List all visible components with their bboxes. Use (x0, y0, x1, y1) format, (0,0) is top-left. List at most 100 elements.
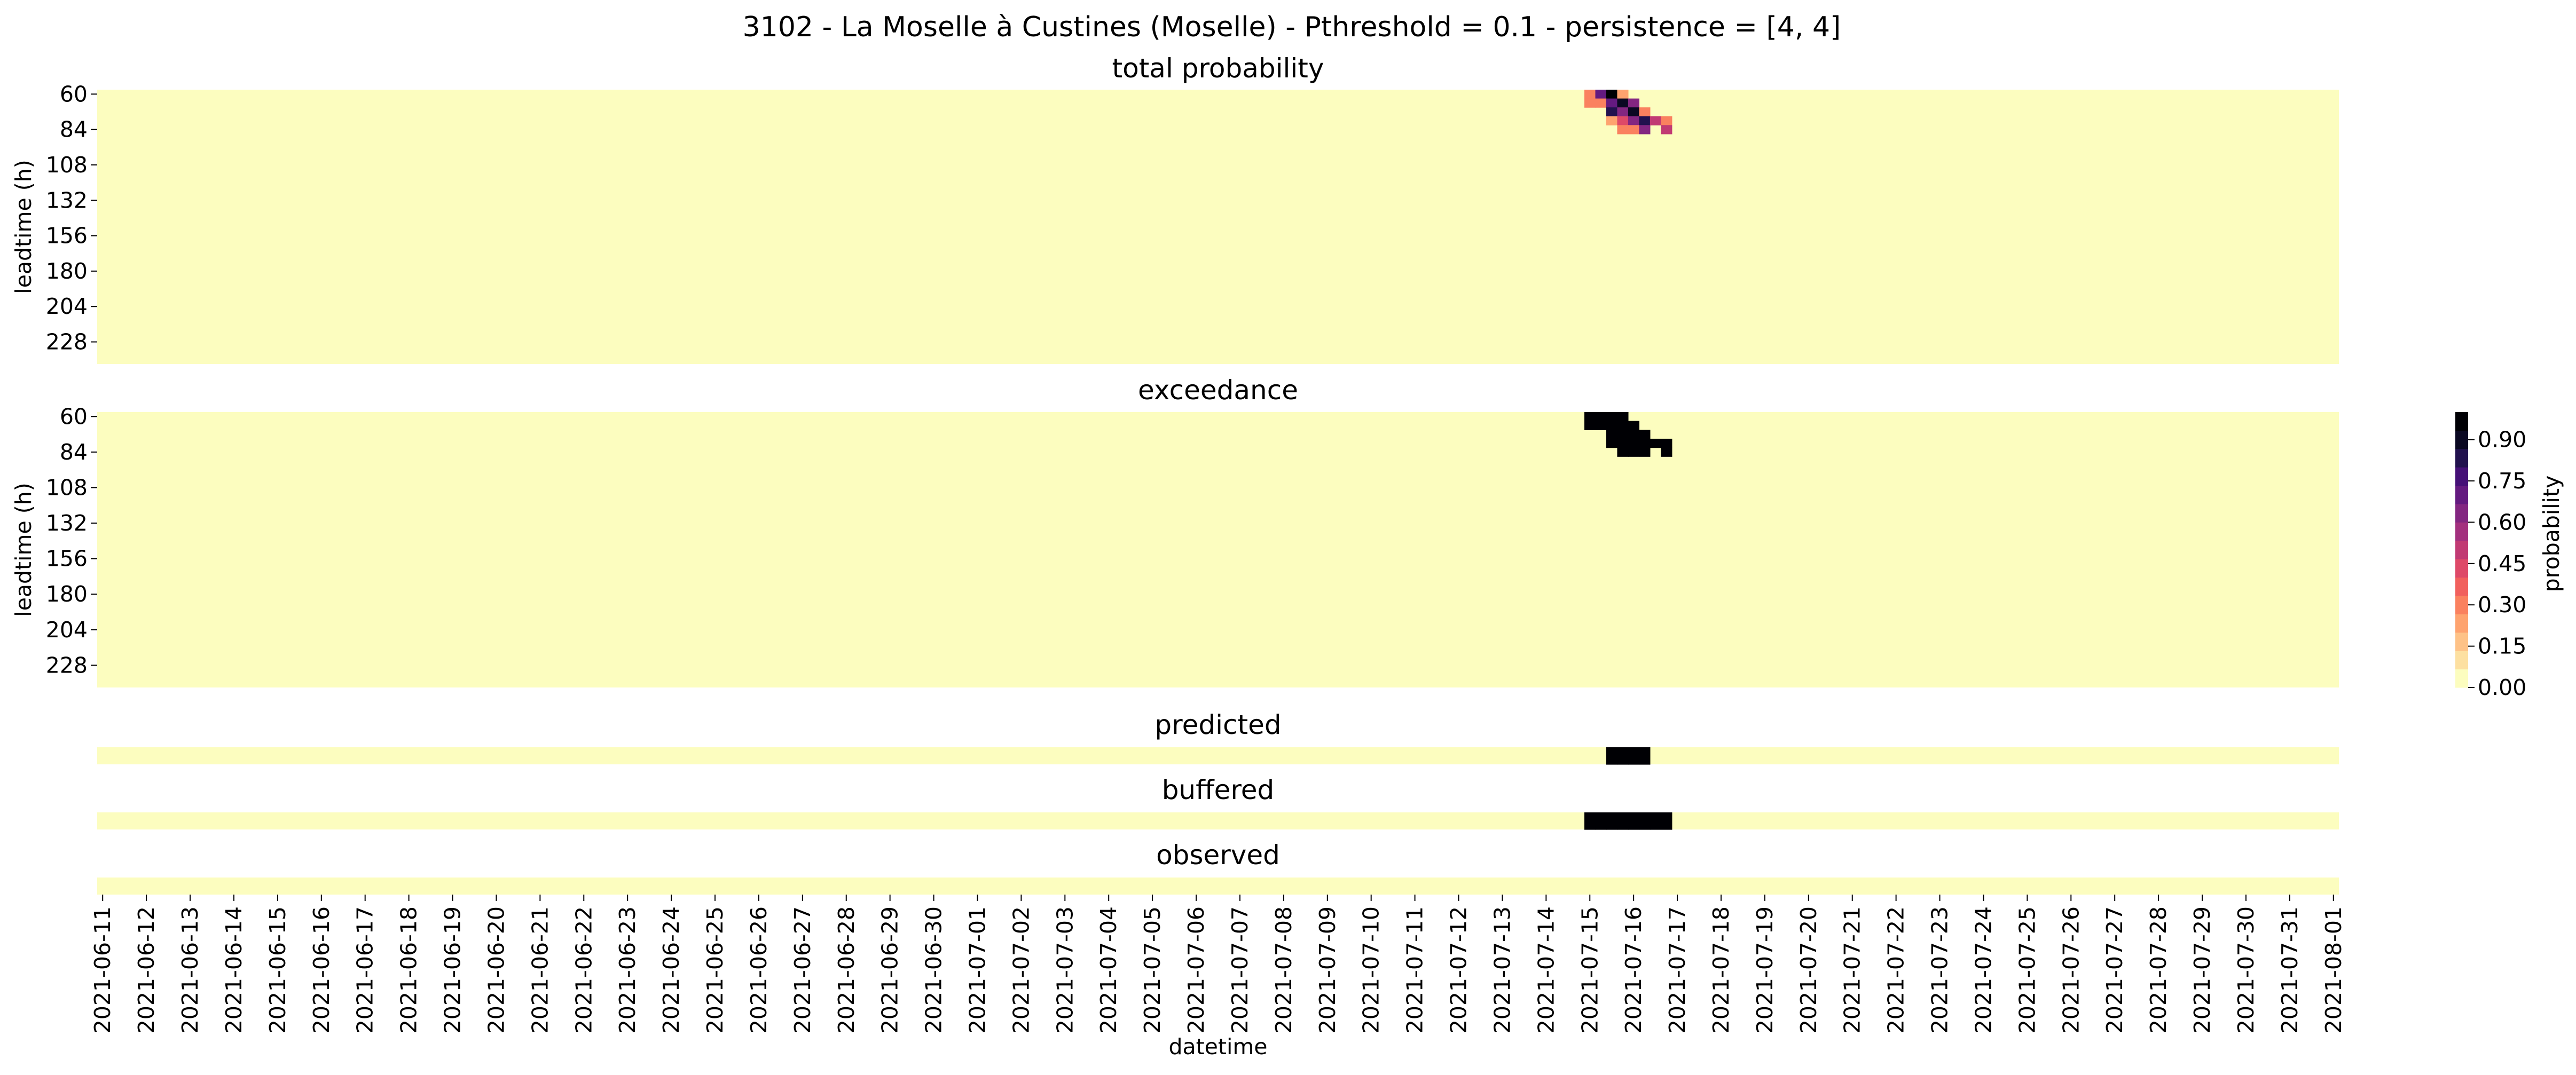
colorbar: 0.00 0.15 0.30 0.45 0.60 0.75 0.90 (2455, 412, 2526, 700)
y-tick-label: 204 (46, 617, 88, 643)
y-tick-label: 204 (46, 294, 88, 319)
y-tick-label: 60 (60, 404, 88, 429)
heatmap-cell (1628, 438, 1640, 448)
colorbar-segment (2455, 559, 2468, 578)
heatmap-cell (1628, 747, 1640, 765)
heatmap-cell (1617, 116, 1629, 125)
x-tick-label: 2021-06-14 (221, 906, 247, 1033)
x-tick-label: 2021-06-17 (352, 906, 378, 1033)
heatmap-observed (97, 878, 2339, 895)
heatmap-cell (1606, 812, 1618, 830)
x-tick-label: 2021-06-22 (571, 906, 596, 1033)
heatmap-cell (1639, 116, 1651, 125)
panel-background (97, 812, 2339, 829)
heatmap-cell (1628, 107, 1640, 117)
panel-title-exceedance: exceedance (1138, 375, 1298, 406)
colorbar-tick-label: 0.15 (2478, 634, 2526, 659)
x-tick-label: 2021-07-06 (1183, 906, 1209, 1033)
x-tick-label: 2021-06-21 (527, 906, 553, 1033)
heatmap-cell (1617, 90, 1629, 99)
heatmap-cell (1595, 812, 1607, 830)
heatmap-cell (1606, 421, 1618, 430)
heatmap-cell (1606, 412, 1618, 422)
y-tick-label: 108 (46, 475, 88, 500)
heatmap-cell (1617, 438, 1629, 448)
chart-title: 3102 - La Moselle à Custines (Moselle) -… (743, 11, 1841, 43)
x-tick-label: 2021-06-26 (746, 906, 772, 1033)
colorbar-label: probability (2539, 476, 2564, 592)
heatmap-cell (1584, 421, 1596, 430)
heatmap-cell (1661, 116, 1672, 125)
x-tick-label: 2021-07-19 (1752, 906, 1778, 1033)
x-tick-label: 2021-06-24 (658, 906, 684, 1033)
heatmap-cell (1606, 90, 1618, 99)
heatmap-cell (1617, 747, 1629, 765)
heatmap-cell (1606, 747, 1618, 765)
y-tick-label: 228 (46, 652, 88, 678)
x-tick-label: 2021-07-03 (1052, 906, 1078, 1033)
panel-title-buffered: buffered (1162, 774, 1275, 805)
x-tick-label: 2021-06-25 (702, 906, 728, 1033)
y-tick-label: 228 (46, 329, 88, 355)
panel-background (97, 878, 2339, 895)
heatmap-cell (1595, 421, 1607, 430)
x-tick-label: 2021-07-24 (1970, 906, 1996, 1033)
x-tick-label: 2021-06-30 (921, 906, 947, 1033)
heatmap-cell (1595, 412, 1607, 422)
colorbar-segment (2455, 485, 2468, 504)
heatmap-cell (1584, 98, 1596, 108)
heatmap-cell (1617, 430, 1629, 439)
panel-title-predicted: predicted (1155, 709, 1281, 740)
x-tick-label: 2021-07-16 (1621, 906, 1646, 1033)
x-tick-label: 2021-07-21 (1840, 906, 1865, 1033)
heatmap-buffered (97, 812, 2339, 830)
x-tick-label: 2021-07-11 (1402, 906, 1428, 1033)
x-tick-label: 2021-06-19 (440, 906, 466, 1033)
x-tick-label: 2021-07-09 (1315, 906, 1340, 1033)
x-tick-label: 2021-06-23 (615, 906, 640, 1033)
x-tick-label: 2021-07-13 (1489, 906, 1515, 1033)
panel-title-observed: observed (1156, 840, 1280, 871)
x-tick-label: 2021-07-01 (964, 906, 990, 1033)
heatmap-cell (1639, 438, 1651, 448)
colorbar-tick-label: 0.45 (2478, 551, 2526, 576)
ylabel-total-probability: leadtime (h) (11, 160, 36, 294)
y-tick-label: 84 (60, 439, 88, 465)
x-tick-label: 2021-07-23 (1927, 906, 1953, 1033)
yticks-total-probability: 60 84 108 132 156 180 204 228 (46, 81, 97, 355)
heatmap-cell (1617, 98, 1629, 108)
colorbar-tick-label: 0.60 (2478, 509, 2526, 535)
colorbar-segment (2455, 577, 2468, 596)
x-tick-label: 2021-07-29 (2189, 906, 2215, 1033)
heatmap-cell (1661, 125, 1672, 135)
x-tick-label: 2021-07-07 (1227, 906, 1253, 1033)
heatmap-cell (1617, 412, 1629, 422)
heatmap-cell (1617, 107, 1629, 117)
heatmap-exceedance (97, 412, 2339, 687)
x-tick-label: 2021-07-30 (2233, 906, 2259, 1033)
heatmap-cell (1628, 125, 1640, 135)
x-tick-label: 2021-07-10 (1358, 906, 1384, 1033)
panel-background (97, 412, 2339, 687)
colorbar-segment (2455, 651, 2468, 670)
y-tick-label: 108 (46, 152, 88, 178)
colorbar-segment (2455, 430, 2468, 449)
x-tick-label: 2021-07-27 (2102, 906, 2127, 1033)
x-tick-label: 2021-07-08 (1271, 906, 1297, 1033)
colorbar-segment (2455, 614, 2468, 633)
x-tick-label: 2021-07-22 (1883, 906, 1909, 1033)
colorbar-tick-label: 0.00 (2478, 675, 2526, 700)
colorbar-segment (2455, 522, 2468, 541)
heatmap-cell (1606, 430, 1618, 439)
heatmap-cell (1584, 412, 1596, 422)
x-tick-label: 2021-07-25 (2014, 906, 2040, 1033)
heatmap-cell (1628, 812, 1640, 830)
x-tick-label: 2021-07-04 (1096, 906, 1121, 1033)
y-tick-label: 60 (60, 81, 88, 107)
heatmap-cell (1628, 447, 1640, 457)
heatmap-total-probability (97, 90, 2339, 364)
heatmap-cell (1650, 116, 1661, 125)
panel-background (97, 747, 2339, 764)
heatmap-cell (1628, 430, 1640, 439)
